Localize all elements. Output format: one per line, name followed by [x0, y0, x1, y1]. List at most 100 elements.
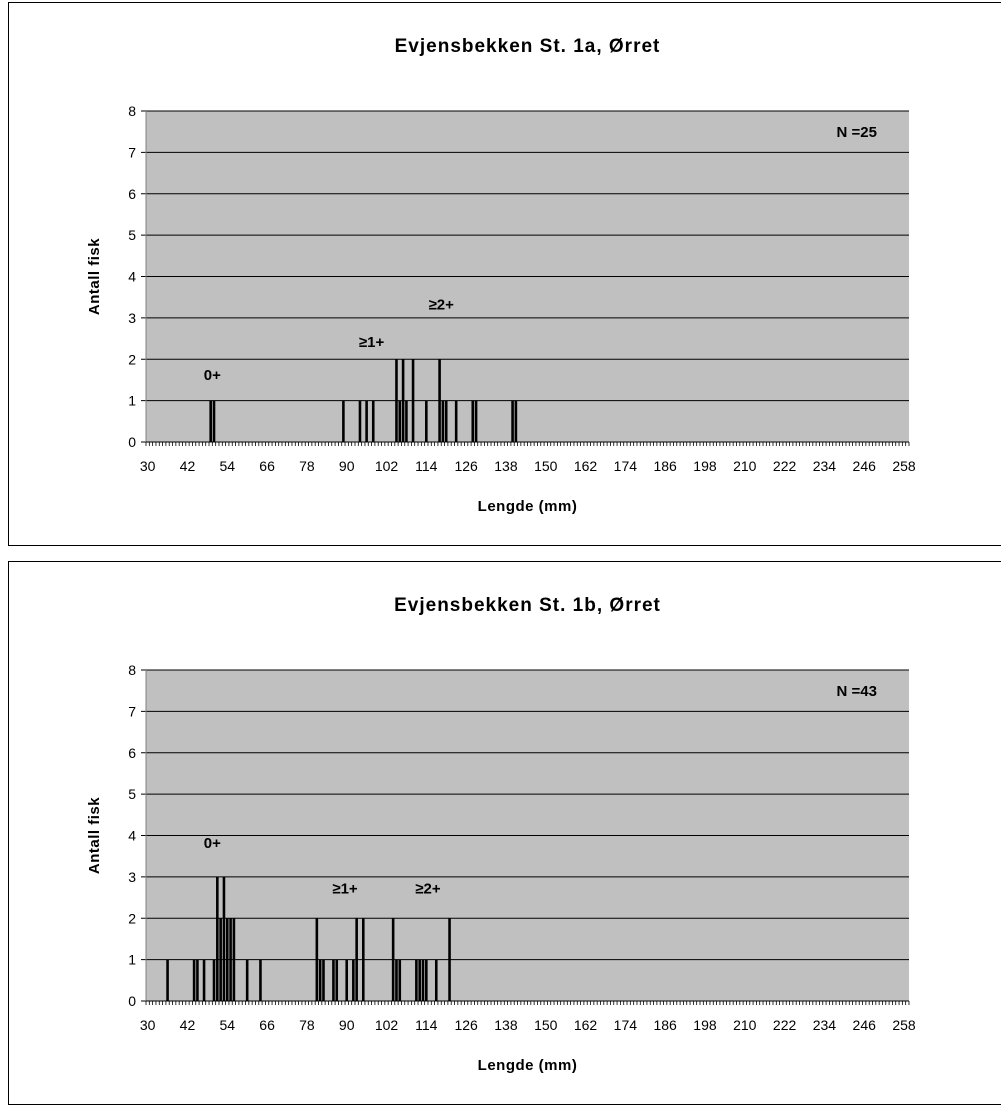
- x-tick-label: 102: [375, 1017, 399, 1033]
- bar: [358, 400, 362, 442]
- y-tick-label: 6: [128, 186, 136, 202]
- bar: [471, 400, 475, 442]
- x-tick-label: 90: [339, 458, 355, 474]
- y-tick-label: 1: [128, 952, 136, 968]
- bar: [511, 400, 514, 442]
- bar: [418, 959, 421, 1001]
- x-tick-label: 138: [494, 1017, 518, 1033]
- x-tick-label: 114: [415, 458, 438, 474]
- bar: [361, 918, 365, 1001]
- bar: [441, 400, 445, 442]
- age-class-label: 0+: [204, 835, 221, 852]
- bar: [192, 959, 196, 1001]
- x-tick-label: 198: [693, 1017, 717, 1033]
- x-tick-label: 150: [534, 1017, 558, 1033]
- y-tick-label: 0: [128, 434, 136, 450]
- age-class-label: ≥1+: [359, 334, 385, 351]
- x-tick-label: 54: [219, 458, 235, 474]
- x-tick-label: 246: [853, 458, 877, 474]
- bar: [454, 400, 458, 442]
- bar: [212, 400, 216, 442]
- x-tick-label: 42: [180, 1017, 196, 1033]
- x-tick-label: 174: [614, 1017, 638, 1033]
- x-tick-label: 258: [892, 1017, 916, 1033]
- chart-panel-1: Evjensbekken St. 1a, Ørret 0 1 2 3 4 5 6 7 8 30 42 5…: [8, 2, 1001, 546]
- bar: [229, 918, 232, 1001]
- bar: [371, 400, 375, 442]
- bar: [166, 959, 169, 1001]
- sample-size-label: N =25: [837, 124, 877, 141]
- y-tick-label: 1: [128, 393, 136, 409]
- bar: [444, 400, 448, 442]
- x-tick-label: 234: [813, 1017, 837, 1033]
- chart-title: Evjensbekken St. 1a, Ørret: [395, 36, 661, 57]
- y-tick-label: 0: [128, 993, 136, 1009]
- x-tick-label: 138: [494, 458, 518, 474]
- y-tick-label: 7: [128, 703, 136, 719]
- age-class-label: ≥1+: [332, 880, 358, 897]
- y-tick-label: 4: [128, 828, 136, 844]
- x-tick-label: 126: [454, 458, 478, 474]
- x-tick-label: 150: [534, 458, 558, 474]
- x-tick-label: 66: [259, 1017, 275, 1033]
- bar: [355, 918, 358, 1001]
- bar: [401, 359, 405, 442]
- bar: [232, 918, 236, 1001]
- bar: [514, 400, 518, 442]
- bar: [345, 959, 348, 1001]
- x-tick-label: 102: [375, 458, 399, 474]
- bar: [212, 959, 216, 1001]
- bar: [391, 918, 395, 1001]
- y-tick-label: 3: [128, 310, 136, 326]
- bar: [216, 876, 219, 1001]
- bar: [342, 400, 345, 442]
- bar: [332, 959, 335, 1001]
- y-tick-label: 7: [128, 144, 136, 160]
- x-tick-label: 258: [892, 458, 916, 474]
- bar: [395, 959, 398, 1001]
- x-tick-label: 54: [219, 1017, 235, 1033]
- x-tick-label: 30: [140, 458, 156, 474]
- chart-title: Evjensbekken St. 1b, Ørret: [394, 595, 661, 616]
- bar: [365, 400, 368, 442]
- bar: [352, 959, 355, 1001]
- x-tick-label: 78: [299, 1017, 315, 1033]
- bar: [405, 400, 408, 442]
- y-axis-title: Antall fisk: [86, 238, 103, 315]
- bar: [415, 959, 418, 1001]
- bar: [219, 918, 222, 1001]
- y-tick-label: 2: [128, 351, 136, 367]
- bar: [222, 876, 226, 1001]
- y-tick-label: 3: [128, 869, 136, 885]
- bar: [398, 959, 402, 1001]
- bar: [196, 959, 199, 1001]
- x-tick-label: 186: [653, 1017, 677, 1033]
- y-tick-label: 6: [128, 745, 136, 761]
- bar: [425, 400, 428, 442]
- x-tick-label: 210: [733, 1017, 757, 1033]
- y-axis-title: Antall fisk: [86, 797, 103, 874]
- x-tick-label: 246: [853, 1017, 877, 1033]
- bar: [318, 959, 322, 1001]
- bar: [434, 959, 438, 1001]
- x-tick-label: 174: [614, 458, 638, 474]
- bar: [438, 359, 441, 442]
- x-tick-label: 162: [574, 458, 598, 474]
- x-axis-title: Lengde (mm): [478, 1057, 578, 1074]
- x-tick-label: 222: [773, 1017, 797, 1033]
- x-tick-label: 126: [454, 1017, 478, 1033]
- x-tick-label: 234: [813, 458, 837, 474]
- x-tick-label: 66: [259, 458, 275, 474]
- bar: [398, 400, 402, 442]
- age-class-label: ≥2+: [415, 880, 441, 897]
- y-tick-label: 8: [128, 662, 136, 678]
- age-class-label: ≥2+: [429, 297, 455, 314]
- x-tick-label: 90: [339, 1017, 355, 1033]
- bar: [425, 959, 428, 1001]
- y-tick-label: 4: [128, 269, 136, 285]
- y-tick-label: 8: [128, 103, 136, 119]
- x-tick-label: 186: [653, 458, 677, 474]
- bar: [474, 400, 478, 442]
- bar: [225, 918, 229, 1001]
